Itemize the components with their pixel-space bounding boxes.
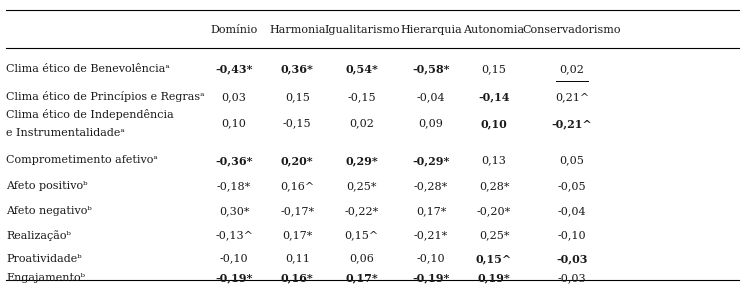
Text: -0,28*: -0,28* [414, 181, 448, 191]
Text: 0,15: 0,15 [481, 64, 507, 74]
Text: Proatividadeᵇ: Proatividadeᵇ [6, 254, 82, 264]
Text: Comprometimento afetivoᵃ: Comprometimento afetivoᵃ [6, 155, 158, 165]
Text: Autonomia: Autonomia [464, 25, 525, 35]
Text: 0,10: 0,10 [481, 118, 507, 129]
Text: 0,10: 0,10 [221, 118, 247, 129]
Text: -0,10: -0,10 [417, 254, 445, 264]
Text: -0,15: -0,15 [283, 118, 311, 129]
Text: Conservadorismo: Conservadorismo [523, 25, 621, 35]
Text: 0,30*: 0,30* [218, 206, 250, 216]
Text: 0,54*: 0,54* [345, 64, 378, 75]
Text: -0,18*: -0,18* [217, 181, 251, 191]
Text: Realizaçãoᵇ: Realizaçãoᵇ [6, 230, 71, 241]
Text: -0,10: -0,10 [220, 254, 248, 264]
Text: -0,03: -0,03 [558, 273, 586, 283]
Text: 0,29*: 0,29* [345, 155, 378, 166]
Text: Harmonia: Harmonia [269, 25, 325, 35]
Text: 0,16^: 0,16^ [280, 181, 314, 191]
Text: 0,17*: 0,17* [282, 231, 312, 240]
Text: -0,19*: -0,19* [412, 273, 450, 284]
Text: Clima ético de Princípios e Regrasᵃ: Clima ético de Princípios e Regrasᵃ [6, 91, 204, 102]
Text: 0,21^: 0,21^ [555, 92, 589, 102]
Text: 0,13: 0,13 [481, 155, 507, 165]
Text: -0,43*: -0,43* [215, 64, 253, 75]
Text: Afeto negativoᵇ: Afeto negativoᵇ [6, 206, 91, 216]
Text: -0,21*: -0,21* [414, 231, 448, 240]
Text: -0,19*: -0,19* [215, 273, 253, 284]
Text: Hierarquia: Hierarquia [400, 25, 462, 35]
Text: -0,58*: -0,58* [412, 64, 450, 75]
Text: -0,03: -0,03 [557, 253, 588, 264]
Text: 0,17*: 0,17* [345, 273, 378, 284]
Text: 0,02: 0,02 [559, 64, 585, 74]
Text: Igualitarismo: Igualitarismo [324, 25, 400, 35]
Text: -0,29*: -0,29* [412, 155, 450, 166]
Text: e Instrumentalidadeᵃ: e Instrumentalidadeᵃ [6, 128, 125, 138]
Text: Afeto positivoᵇ: Afeto positivoᵇ [6, 181, 88, 191]
Text: 0,15^: 0,15^ [345, 231, 379, 240]
Text: -0,05: -0,05 [558, 181, 586, 191]
Text: 0,03: 0,03 [221, 92, 247, 102]
Text: Clima ético de Benevolênciaᵃ: Clima ético de Benevolênciaᵃ [6, 64, 169, 74]
Text: -0,15: -0,15 [348, 92, 376, 102]
Text: 0,15^: 0,15^ [476, 253, 512, 264]
Text: -0,04: -0,04 [558, 206, 586, 216]
Text: -0,04: -0,04 [417, 92, 445, 102]
Text: 0,19*: 0,19* [478, 273, 510, 284]
Text: Domínio: Domínio [210, 25, 258, 35]
Text: Engajamentoᵇ: Engajamentoᵇ [6, 273, 85, 283]
Text: -0,13^: -0,13^ [215, 231, 253, 240]
Text: 0,36*: 0,36* [281, 64, 314, 75]
Text: -0,10: -0,10 [558, 231, 586, 240]
Text: -0,14: -0,14 [478, 91, 510, 102]
Text: 0,28*: 0,28* [478, 181, 510, 191]
Text: -0,17*: -0,17* [280, 206, 314, 216]
Text: 0,16*: 0,16* [281, 273, 314, 284]
Text: -0,36*: -0,36* [215, 155, 253, 166]
Text: 0,20*: 0,20* [281, 155, 314, 166]
Text: 0,11: 0,11 [285, 254, 310, 264]
Text: 0,09: 0,09 [418, 118, 444, 129]
Text: 0,25*: 0,25* [346, 181, 377, 191]
Text: -0,22*: -0,22* [345, 206, 379, 216]
Text: 0,05: 0,05 [559, 155, 585, 165]
Text: 0,15: 0,15 [285, 92, 310, 102]
Text: -0,20*: -0,20* [477, 206, 511, 216]
Text: 0,06: 0,06 [349, 254, 374, 264]
Text: Clima ético de Independência: Clima ético de Independência [6, 109, 174, 120]
Text: -0,21^: -0,21^ [552, 118, 592, 129]
Text: 0,25*: 0,25* [478, 231, 510, 240]
Text: 0,02: 0,02 [349, 118, 374, 129]
Text: 0,17*: 0,17* [416, 206, 446, 216]
